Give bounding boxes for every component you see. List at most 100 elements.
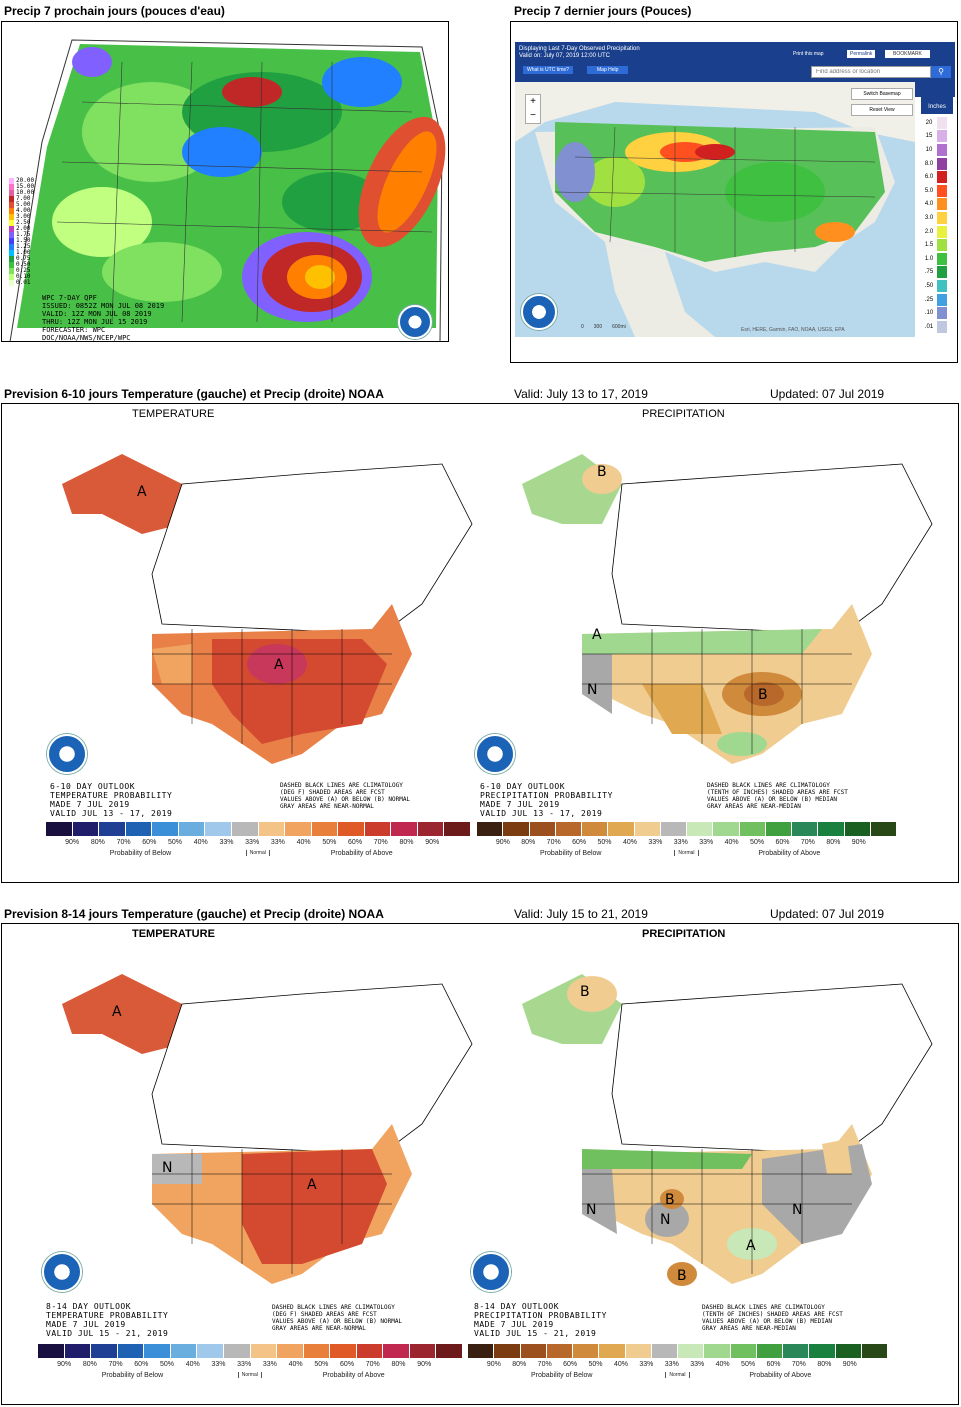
probability-swatch: [835, 1344, 862, 1358]
probability-tick: 40%: [288, 1361, 303, 1368]
qpf-info-line: DOC/NOAA/NWS/NCEP/WPC: [42, 334, 131, 342]
probability-ticks: 90% 80% 70% 60% 50% 40% 33% 33% 33% 40% 50% 60% 70% 8…: [46, 839, 471, 846]
probability-tick: 90%: [851, 839, 866, 846]
probability-tick: 60%: [775, 839, 790, 846]
probability-normal-label: Normal: [245, 850, 270, 856]
note-line: GRAY AREAS ARE NEAR-NORMAL: [272, 1325, 366, 1332]
obs-scale-item: 8.0: [921, 157, 953, 171]
zoom-control[interactable]: + −: [525, 94, 541, 124]
scale-bar-label: 300: [593, 324, 603, 330]
qpf-legend-label: 5.00: [16, 201, 31, 208]
qpf-legend-swatch: [9, 274, 14, 280]
probability-normal-label: Normal: [237, 1372, 262, 1378]
obs-scale-label: 4.0: [924, 201, 934, 208]
probability-below-label: Probability of Below: [109, 850, 172, 857]
section2-precip-outlook: 8-14 DAY OUTLOOK PRECIPITATION PROBABILI…: [474, 1302, 607, 1338]
probability-tick: 40%: [715, 1361, 730, 1368]
probability-color-bar: [38, 1344, 463, 1358]
obs-scale-swatch: [937, 157, 947, 170]
qpf-legend-item: 0.25: [9, 268, 34, 274]
qpf-legend-swatch: [9, 244, 14, 250]
reset-view-button[interactable]: Reset View: [851, 104, 913, 116]
probability-swatch: [687, 822, 714, 836]
outlook-line: MADE 7 JUL 2019: [474, 1320, 554, 1329]
probability-tick: 50%: [741, 1361, 756, 1368]
obs-scale-label: 2.0: [924, 228, 934, 235]
svg-text:N: N: [162, 1160, 172, 1176]
probability-swatch: [870, 822, 897, 836]
probability-swatch: [152, 822, 179, 836]
probability-tick: 70%: [116, 839, 131, 846]
section1-temp-map: A A: [62, 454, 473, 764]
probability-swatch: [792, 822, 819, 836]
qpf-legend-swatch: [9, 226, 14, 232]
note-line: VALUES ABOVE (A) OR BELOW (B) MEDIAN: [702, 1318, 833, 1325]
qpf-info-line: FORECASTER: WPC: [42, 326, 106, 334]
probability-swatch: [364, 822, 392, 836]
zoom-in-button[interactable]: +: [530, 96, 536, 107]
obs-scale-item: 2.0: [921, 225, 953, 239]
obs-scale-label: .75: [924, 269, 934, 276]
probability-swatch: [730, 1344, 757, 1358]
permalink-button[interactable]: Permalink: [847, 50, 876, 58]
note-line: VALUES ABOVE (A) OR BELOW (B) NORMAL: [272, 1318, 403, 1325]
section2-temp-label: TEMPERATURE: [132, 928, 215, 940]
qpf-legend-item: 15.00: [9, 184, 34, 190]
obs-scale-swatch: [937, 266, 947, 279]
search-icon[interactable]: ⚲: [931, 66, 951, 78]
zoom-out-button[interactable]: −: [530, 110, 536, 121]
probability-tick: 60%: [766, 1361, 781, 1368]
qpf-legend-item: 7.00: [9, 196, 34, 202]
qpf-legend-swatch: [9, 214, 14, 220]
qpf-info-line: ISSUED: 0852Z MON JUL 08 2019: [42, 302, 165, 310]
qpf-legend-swatch: [9, 256, 14, 262]
svg-text:A: A: [592, 627, 602, 643]
noaa-logo-icon: [47, 734, 87, 774]
qpf-legend-label: 0.75: [16, 255, 31, 262]
outlook-line: MADE 7 JUL 2019: [480, 800, 560, 809]
probability-above-label: Probability of Above: [330, 850, 393, 857]
probability-tick: 60%: [563, 1361, 578, 1368]
map-attribution: Esri, HERE, Garmin, FAO, NOAA, USGS, EPA: [741, 327, 845, 333]
qpf-info-line: VALID: 12Z MON JUL 08 2019: [42, 310, 152, 318]
app-valid: Valid on: July 07, 2019 12:00 UTC: [519, 53, 610, 59]
switch-basemap-button[interactable]: Switch Basemap: [851, 88, 913, 100]
bookmark-button[interactable]: BOOKMARK: [885, 50, 930, 58]
qpf-legend-swatch: [9, 196, 14, 202]
qpf-legend-item: 20.00: [9, 178, 34, 184]
probability-swatch: [660, 822, 687, 836]
print-map-link[interactable]: Print this map: [793, 51, 824, 57]
qpf-legend-label: 1.25: [16, 243, 31, 250]
obs-scale-item: .10: [921, 306, 953, 320]
probability-swatch: [72, 822, 100, 836]
section1-precip-scale: 90% 80% 70% 60% 50% 40% 33% 33% 33% 40% 50% 60% 70% 8…: [477, 822, 897, 864]
probability-swatch: [444, 822, 471, 836]
obs-scale-item: .75: [921, 266, 953, 280]
qpf-legend-swatch: [9, 268, 14, 274]
panel2-title: Precip 7 dernier jours (Pouces): [514, 4, 692, 18]
qpf-legend-item: 3.00: [9, 214, 34, 220]
qpf-legend-label: 7.00: [16, 195, 31, 202]
location-search-input[interactable]: [811, 66, 931, 78]
section1-updated: Updated: 07 Jul 2019: [770, 387, 885, 401]
probability-tick: 33%: [648, 839, 663, 846]
probability-tick: 90%: [486, 1361, 501, 1368]
obs-scale-label: .25: [924, 296, 934, 303]
map-help-button[interactable]: Map Help: [587, 66, 629, 74]
note-line: GRAY AREAS ARE NEAR-MEDIAN: [702, 1325, 796, 1332]
probability-swatch: [651, 1344, 678, 1358]
obs-scale-label: 6.0: [924, 174, 934, 181]
probability-below-label: Probability of Below: [531, 1372, 593, 1379]
probability-tick: 80%: [521, 839, 536, 846]
probability-swatch: [678, 1344, 705, 1358]
obs-scale-label: 8.0: [924, 160, 934, 167]
obs-scale-label: 15: [925, 133, 933, 140]
utc-button[interactable]: What is UTC time?: [523, 66, 573, 74]
svg-text:B: B: [580, 984, 590, 1000]
probability-tick: 90%: [425, 839, 440, 846]
qpf-info: WPC 7-DAY QPF ISSUED: 0852Z MON JUL 08 2…: [42, 294, 165, 342]
probability-swatch: [546, 1344, 573, 1358]
probability-swatch: [205, 822, 232, 836]
probability-tick: 40%: [296, 839, 311, 846]
probability-swatch: [765, 822, 792, 836]
